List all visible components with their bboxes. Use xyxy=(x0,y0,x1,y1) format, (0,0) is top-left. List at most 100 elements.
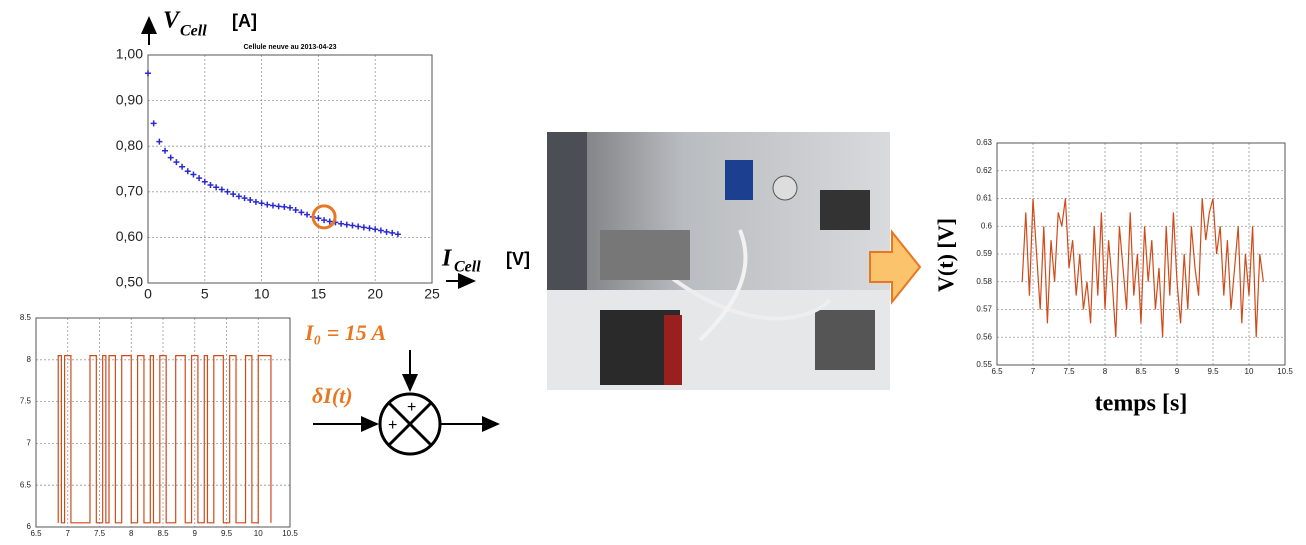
x-tick-label: 9.5 xyxy=(1207,367,1219,376)
x-tick-label: 10.5 xyxy=(1277,367,1293,376)
data-point xyxy=(156,138,163,145)
x-tick-label: 8.5 xyxy=(1135,367,1147,376)
y-label-unit: [A] xyxy=(232,11,257,31)
data-point xyxy=(247,197,254,204)
chart-subtitle: Cellule neuve au 2013-04-23 xyxy=(244,44,337,51)
data-point xyxy=(321,217,328,224)
x-tick-label: 15 xyxy=(311,286,327,302)
data-point xyxy=(372,226,379,233)
data-point xyxy=(287,204,293,211)
y-tick-label: 0.58 xyxy=(976,277,992,286)
plus-sign: + xyxy=(388,417,397,434)
y-label: V xyxy=(163,8,181,34)
y-tick-label: 0.61 xyxy=(976,194,992,203)
y-tick-label: 6.5 xyxy=(20,480,32,489)
data-point xyxy=(269,202,276,209)
x-label: I xyxy=(441,246,453,272)
x-tick-label: 7 xyxy=(66,529,71,538)
plot-frame xyxy=(996,142,1286,366)
x-tick-label: 9.5 xyxy=(221,529,233,538)
data-point xyxy=(355,223,362,230)
data-point xyxy=(281,203,288,210)
y-tick-label: 0.6 xyxy=(981,221,993,230)
data-point xyxy=(150,120,157,127)
y-tick-label: 0.59 xyxy=(976,249,992,258)
x-tick-label: 8 xyxy=(129,529,134,538)
y-tick-label: 0.55 xyxy=(976,360,992,369)
data-point xyxy=(298,209,305,216)
x-tick-label: 20 xyxy=(367,286,383,302)
x-label-unit: [V] xyxy=(506,249,530,269)
y-tick-label: 0,60 xyxy=(116,228,143,244)
y-tick-label: 0,70 xyxy=(116,183,143,199)
plot-area xyxy=(148,55,432,283)
data-point xyxy=(184,168,191,175)
y-tick-label: 0,50 xyxy=(116,274,143,290)
test-bench-photo xyxy=(547,132,890,390)
x-tick-label: 7.5 xyxy=(1063,367,1075,376)
y-label: V(t) [V] xyxy=(933,218,958,292)
x-tick-label: 9 xyxy=(1175,367,1180,376)
x-tick-label: 8.5 xyxy=(157,529,169,538)
data-point xyxy=(167,154,174,161)
y-tick-label: 0,80 xyxy=(116,137,143,153)
data-point xyxy=(252,198,259,205)
setpoint-label: I₀ = 15 A xyxy=(304,320,386,345)
x-tick-label: 0 xyxy=(144,286,152,302)
x-label-subscript: Cell xyxy=(454,259,481,276)
x-tick-label: 6.5 xyxy=(991,367,1003,376)
x-tick-label: 10 xyxy=(254,286,270,302)
data-point xyxy=(349,222,356,229)
y-tick-label: 7 xyxy=(27,439,32,448)
y-tick-label: 0.62 xyxy=(976,166,992,175)
data-point xyxy=(383,228,390,235)
junction-cross xyxy=(387,401,433,447)
data-point xyxy=(264,201,271,208)
highlight-circle xyxy=(311,204,337,230)
data-point xyxy=(389,229,396,236)
data-point xyxy=(377,227,384,234)
data-line xyxy=(1021,198,1264,338)
data-point xyxy=(173,159,180,166)
data-line xyxy=(57,355,272,524)
x-tick-label: 5 xyxy=(201,286,209,302)
data-point xyxy=(201,178,208,185)
x-tick-label: 10.5 xyxy=(282,529,298,538)
x-tick-label: 6.5 xyxy=(30,529,42,538)
y-tick-label: 0,90 xyxy=(116,91,143,107)
data-point xyxy=(224,188,231,195)
data-point xyxy=(218,186,225,193)
data-point xyxy=(326,218,333,225)
y-tick-label: 0.56 xyxy=(976,332,992,341)
data-point xyxy=(275,203,282,210)
data-point xyxy=(190,171,197,178)
y-tick-label: 1,00 xyxy=(116,46,143,62)
y-label-subscript: Cell xyxy=(180,23,207,40)
plot-frame xyxy=(147,54,433,284)
y-tick-label: 6 xyxy=(27,522,32,531)
data-point xyxy=(394,231,401,238)
x-tick-label: 9 xyxy=(193,529,198,538)
plot-frame xyxy=(35,317,291,528)
data-point xyxy=(241,195,248,202)
y-tick-label: 8.5 xyxy=(20,313,32,322)
data-point xyxy=(235,193,242,200)
x-tick-label: 8 xyxy=(1103,367,1108,376)
data-point xyxy=(292,207,299,214)
data-point xyxy=(315,215,322,222)
x-tick-label: 7 xyxy=(1031,367,1036,376)
perturbation-label: δI(t) xyxy=(312,383,353,408)
x-tick-label: 10 xyxy=(1245,367,1254,376)
y-tick-label: 7.5 xyxy=(20,397,32,406)
data-point xyxy=(338,220,345,227)
flow-arrow xyxy=(869,229,922,305)
data-point xyxy=(343,221,350,228)
data-point xyxy=(196,175,203,182)
y-tick-label: 8 xyxy=(27,355,32,364)
data-point xyxy=(213,184,220,191)
plus-sign: + xyxy=(407,399,416,416)
x-tick-label: 7.5 xyxy=(94,529,106,538)
x-tick-label: 25 xyxy=(424,286,440,302)
data-point xyxy=(145,70,151,77)
